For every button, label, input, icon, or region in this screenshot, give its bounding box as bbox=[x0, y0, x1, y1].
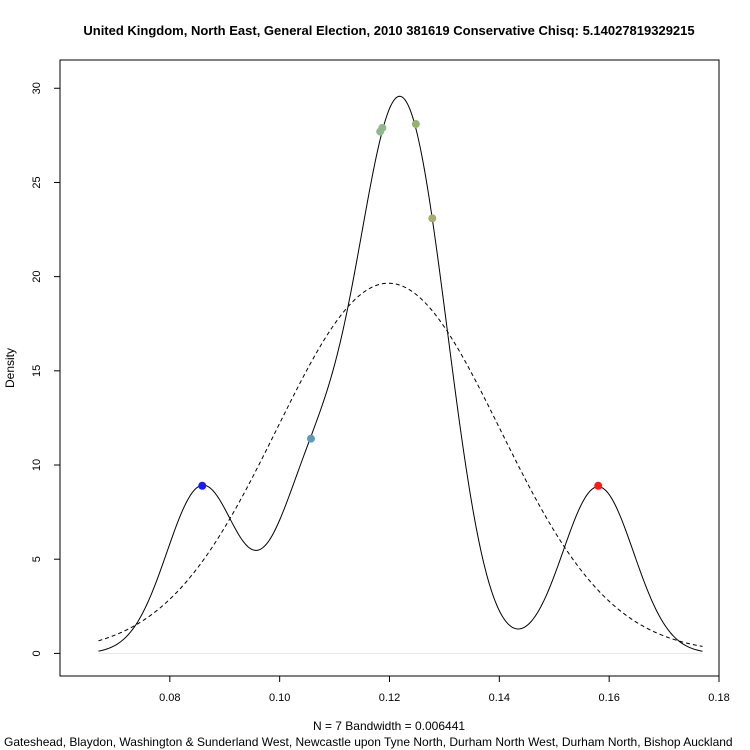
x-axis: 0.08 0.10 0.12 0.14 0.16 0.18 bbox=[159, 675, 730, 704]
y-tick-label: 30 bbox=[31, 82, 43, 94]
data-point bbox=[198, 481, 207, 490]
x-tick-label: 0.16 bbox=[598, 692, 619, 704]
y-tick-label: 25 bbox=[31, 176, 43, 188]
x-tick-label: 0.14 bbox=[489, 692, 510, 704]
y-axis-label: Density bbox=[3, 348, 17, 388]
x-tick-label: 0.10 bbox=[269, 692, 290, 704]
data-point bbox=[378, 123, 387, 132]
data-point bbox=[411, 120, 420, 129]
y-tick-label: 20 bbox=[31, 271, 43, 283]
x-tick-label: 0.18 bbox=[708, 692, 729, 704]
y-tick-label: 0 bbox=[31, 650, 43, 656]
chart-subtitle: Gateshead, Blaydon, Washington & Sunderl… bbox=[4, 735, 733, 749]
y-axis: 0 5 10 15 20 25 30 bbox=[31, 82, 61, 656]
x-axis-label: N = 7 Bandwidth = 0.006441 bbox=[313, 719, 465, 733]
plot-frame bbox=[59, 59, 720, 677]
normal-density-curve bbox=[98, 282, 703, 647]
y-tick-label: 10 bbox=[31, 459, 43, 471]
y-tick-label: 5 bbox=[31, 556, 43, 562]
x-tick-label: 0.08 bbox=[159, 692, 180, 704]
y-tick-label: 15 bbox=[31, 365, 43, 377]
data-point bbox=[306, 434, 315, 443]
data-point bbox=[594, 481, 603, 490]
x-tick-label: 0.12 bbox=[379, 692, 400, 704]
kernel-density-curve bbox=[98, 95, 703, 652]
data-points bbox=[198, 120, 603, 490]
data-point bbox=[428, 214, 437, 223]
chart-title: United Kingdom, North East, General Elec… bbox=[83, 23, 694, 38]
